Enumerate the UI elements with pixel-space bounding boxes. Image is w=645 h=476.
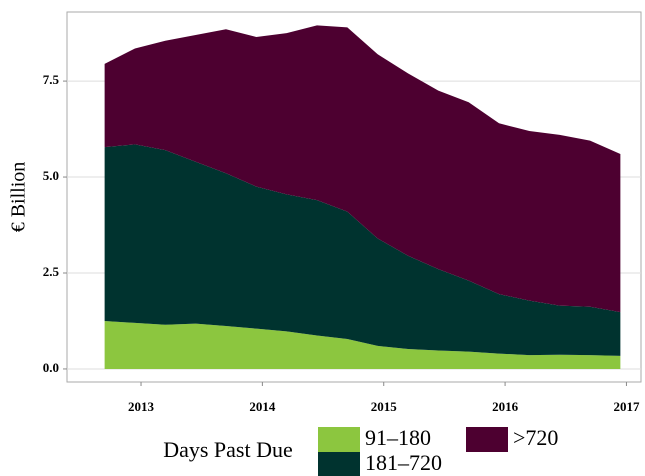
y-axis-label: € Billion bbox=[8, 162, 30, 233]
x-tick-label: 2016 bbox=[492, 399, 519, 414]
y-tick-label: 7.5 bbox=[43, 72, 60, 87]
x-tick-label: 2014 bbox=[249, 399, 276, 414]
area bbox=[104, 25, 621, 313]
x-tick-label: 2017 bbox=[613, 399, 640, 414]
legend-title: Days Past Due bbox=[163, 437, 293, 462]
y-tick-label: 0.0 bbox=[43, 360, 59, 375]
legend-label: >720 bbox=[513, 425, 558, 450]
area bbox=[104, 144, 621, 356]
legend-swatch bbox=[318, 452, 360, 476]
legend-swatch bbox=[466, 427, 508, 452]
x-tick-label: 2013 bbox=[128, 399, 155, 414]
legend-swatch bbox=[318, 427, 360, 452]
legend-label: 181–720 bbox=[365, 450, 442, 475]
y-tick-label: 5.0 bbox=[43, 168, 59, 183]
legend-label: 91–180 bbox=[365, 425, 431, 450]
area bbox=[104, 320, 621, 369]
y-tick-label: 2.5 bbox=[43, 264, 60, 279]
x-tick-label: 2015 bbox=[371, 399, 398, 414]
